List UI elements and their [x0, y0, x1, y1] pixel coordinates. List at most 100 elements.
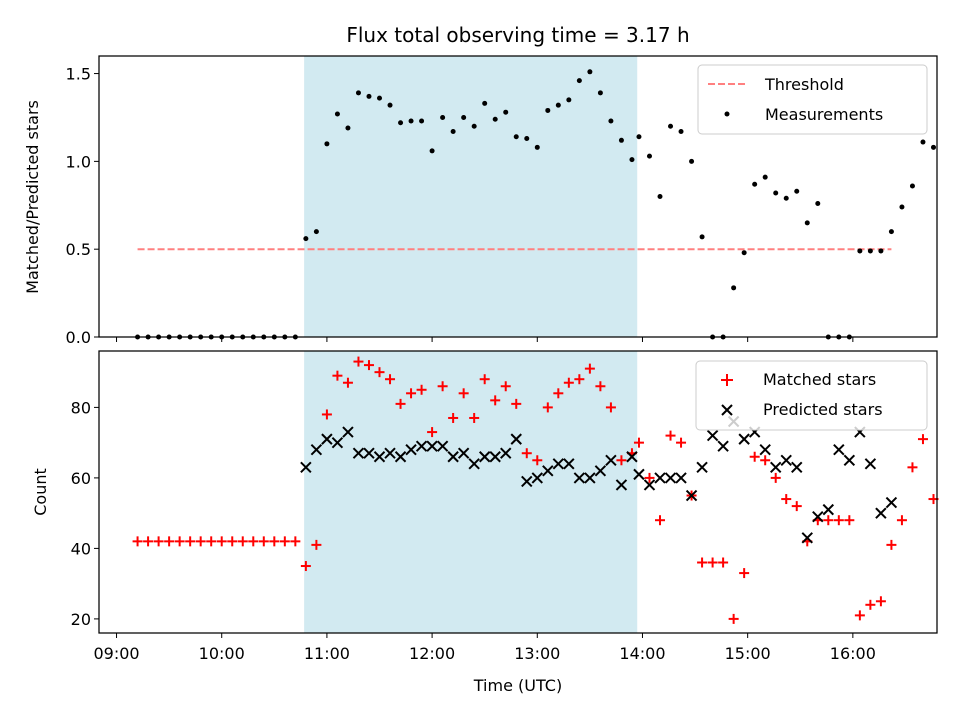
predicted-legend-label: Predicted stars	[763, 400, 883, 419]
matched-point	[875, 596, 886, 607]
predicted-point	[643, 479, 656, 491]
x-tick-label: 11:00	[304, 644, 350, 663]
predicted-point	[738, 433, 750, 445]
matched-point	[542, 402, 553, 413]
measurement-point	[429, 148, 435, 154]
x-tick-label: 16:00	[830, 644, 876, 663]
matched-point	[553, 388, 564, 399]
measurement-point	[303, 236, 309, 242]
measurement-point	[899, 204, 905, 210]
matched-point	[342, 377, 353, 388]
top-x-ticks	[116, 337, 854, 342]
top-span-rect	[304, 56, 638, 337]
matched-point	[896, 515, 907, 526]
matched-point	[907, 462, 918, 473]
matched-point	[532, 455, 543, 466]
matched-point	[321, 409, 332, 420]
measurement-point	[587, 69, 593, 75]
predicted-point	[300, 461, 312, 474]
predicted-point	[717, 440, 729, 452]
top-y-ticks: 0.0 0.5 1.0 1.5	[66, 65, 99, 347]
top-y-tick-label: 0.0	[66, 328, 91, 347]
matched-point	[374, 367, 385, 378]
matched-point	[697, 557, 708, 568]
predicted-point	[521, 475, 533, 488]
x-tick-label: 12:00	[409, 644, 455, 663]
matched-point	[633, 437, 644, 448]
matched-point	[490, 395, 501, 406]
measurement-point	[857, 248, 863, 254]
top-shaded-span	[304, 56, 638, 337]
chart-title: Flux total observing time = 3.17 h	[346, 23, 689, 47]
measurement-point	[377, 95, 383, 101]
measurement-point	[576, 78, 582, 84]
measurement-point	[815, 201, 821, 207]
predicted-point	[405, 443, 417, 456]
matched-point	[237, 536, 248, 547]
measurement-point	[492, 116, 498, 122]
matched-point	[616, 455, 627, 466]
matched-point	[406, 388, 417, 399]
matched-point	[728, 613, 739, 624]
predicted-point	[415, 440, 428, 452]
matched-point	[739, 568, 750, 579]
predicted-point	[654, 472, 666, 484]
predicted-point	[780, 454, 792, 466]
matched-point	[311, 539, 322, 550]
matched-point	[332, 370, 343, 381]
matched-point	[644, 472, 655, 483]
matched-point	[760, 455, 771, 466]
predicted-point	[563, 458, 575, 470]
predicted-point	[594, 465, 607, 477]
measurement-point	[762, 174, 768, 180]
predicted-point	[812, 510, 824, 523]
measurement-point	[783, 195, 789, 201]
measurement-point	[930, 144, 936, 150]
predicted-point	[801, 532, 813, 544]
bottom-axes-frame	[98, 350, 938, 634]
predicted-point	[833, 443, 845, 456]
top-y-tick-label: 1.0	[66, 152, 91, 171]
x-tick-label: 15:00	[725, 644, 771, 663]
measurement-point	[668, 123, 674, 129]
top-y-tick-label: 1.5	[66, 65, 91, 84]
measurement-point	[773, 190, 779, 196]
bottom-panel: 20 40 60 80 09:00 10:00 11:00 12:00 13:00 14:00 1…	[31, 350, 939, 695]
predicted-point	[664, 472, 677, 484]
predicted-point	[626, 451, 638, 463]
matched-point	[865, 599, 876, 610]
bottom-span-rect	[304, 351, 638, 633]
matched-points	[132, 356, 939, 624]
matched-point	[458, 388, 469, 399]
matched-point	[227, 536, 238, 547]
matched-point	[279, 536, 290, 547]
measurement-point	[419, 118, 425, 124]
top-panel: 0.0 0.5 1.0 1.5 Matched/Predicted stars Thr…	[23, 55, 938, 347]
bottom-legend: Matched stars Predicted stars	[695, 360, 928, 431]
matched-point	[300, 561, 311, 572]
matched-point	[770, 472, 781, 483]
x-tick-label: 14:00	[619, 644, 665, 663]
x-tick-label: 09:00	[93, 644, 139, 663]
measurement-point	[524, 136, 530, 142]
matched-point	[385, 374, 396, 385]
predicted-point	[885, 496, 898, 509]
predicted-point	[542, 465, 554, 477]
predicted-point	[394, 451, 407, 463]
predicted-point	[864, 458, 877, 470]
x-tick-label: 13:00	[514, 644, 560, 663]
x-tick-label: 10:00	[199, 644, 245, 663]
predicted-point	[675, 472, 687, 484]
measurement-point	[618, 137, 624, 143]
matched-point	[511, 398, 522, 409]
measurement-point	[909, 183, 915, 189]
predicted-point	[363, 447, 375, 459]
predicted-point	[426, 440, 438, 452]
predicted-point	[436, 440, 449, 452]
bottom-shaded-span	[304, 351, 638, 633]
measurement-point	[408, 118, 414, 124]
bottom-y-tick-label: 40	[71, 539, 91, 558]
measurement-point	[794, 188, 800, 194]
predicted-point	[633, 468, 645, 481]
bottom-y-tick-label: 80	[71, 398, 91, 417]
